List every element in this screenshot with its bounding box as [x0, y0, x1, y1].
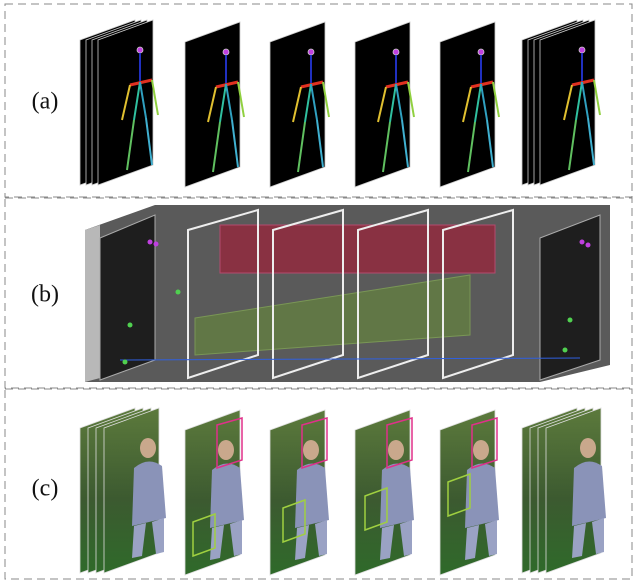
plane [187, 208, 259, 380]
head-box [301, 417, 328, 470]
head-box [216, 417, 243, 470]
panel-border [4, 197, 633, 389]
plane [442, 208, 514, 380]
panel-label: (b) [31, 282, 59, 308]
track [119, 357, 581, 361]
slab-side [85, 225, 100, 382]
hand-tube [194, 274, 471, 356]
volume [85, 205, 610, 382]
panel-border [4, 388, 633, 580]
hand-box [192, 512, 216, 558]
panel-label: (a) [32, 89, 59, 115]
panel-label: (c) [32, 476, 59, 502]
pose-frames [79, 19, 602, 188]
video-frames [79, 407, 606, 576]
head-box [386, 417, 413, 470]
hand-box [282, 498, 306, 544]
head-box [471, 417, 498, 470]
frame [539, 214, 601, 381]
hand-box [364, 486, 388, 532]
boxes [192, 417, 498, 558]
panel-border [4, 3, 633, 198]
plane [357, 208, 429, 380]
plane [272, 208, 344, 380]
hand-box [447, 472, 471, 518]
frame [99, 214, 156, 381]
